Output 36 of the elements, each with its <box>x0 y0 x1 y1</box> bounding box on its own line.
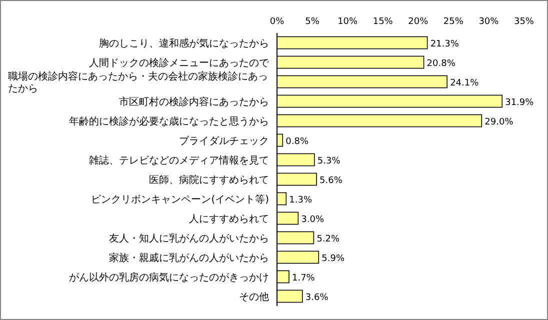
data-label: 1.3% <box>289 195 312 206</box>
y-tick-label: がん以外の乳房の病気になったのがきっかけ <box>69 271 269 284</box>
y-tick-label: 市区町村の検診内容にあったから <box>119 96 269 108</box>
y-tick-label: その他 <box>239 290 269 303</box>
data-label: 5.2% <box>316 234 340 244</box>
data-label: 21.3% <box>430 39 460 50</box>
data-label: 3.6% <box>305 292 329 303</box>
data-label: 1.7% <box>292 273 316 284</box>
x-tick-label: 20% <box>408 17 429 27</box>
data-label: 24.1% <box>450 78 480 88</box>
y-tick-label: 年齢的に検診が必要な歳になったと思うから <box>69 115 269 128</box>
y-tick-label: 家族・親戚に乳がんの人がいたから <box>109 252 269 264</box>
data-label: 5.9% <box>322 254 345 264</box>
y-tick-label: 人にすすめられて <box>189 214 269 225</box>
data-label: 29.0% <box>484 117 514 128</box>
y-tick-label: ピンクリボンキャンペーン(イベント等) <box>91 193 270 206</box>
data-label: 5.3% <box>317 156 341 166</box>
y-tick-label: 友人・知人に乳がんの人がいたから <box>109 232 269 244</box>
data-label: 31.9% <box>505 98 534 108</box>
x-tick-label: 30% <box>478 17 500 27</box>
x-tick-label: 10% <box>338 17 358 27</box>
y-tick-label: ブライダルチェック <box>179 134 269 147</box>
y-tick-label: 医師、病院にすすめられて <box>149 174 269 186</box>
y-tick-label: 人間ドックの検診メニューにあったので <box>89 56 270 69</box>
x-tick-label: 5% <box>305 17 320 27</box>
y-tick-label: 職場の検診内容にあったから・夫の会社の家族検診にあったから <box>8 70 268 94</box>
data-label: 5.6% <box>320 176 343 186</box>
y-tick-label: 胸のしこり、違和感が気になったから <box>99 37 269 50</box>
y-tick-label: 雑誌、テレビなどのメディア情報を見て <box>89 154 269 166</box>
data-label: 20.8% <box>426 58 456 69</box>
x-tick-label: 0% <box>270 17 285 27</box>
x-tick-label: 15% <box>372 17 394 27</box>
x-tick-label: 25% <box>443 17 464 27</box>
x-tick-label: 35% <box>514 17 534 27</box>
data-label: 3.0% <box>301 214 324 225</box>
data-label: 0.8% <box>286 136 309 147</box>
